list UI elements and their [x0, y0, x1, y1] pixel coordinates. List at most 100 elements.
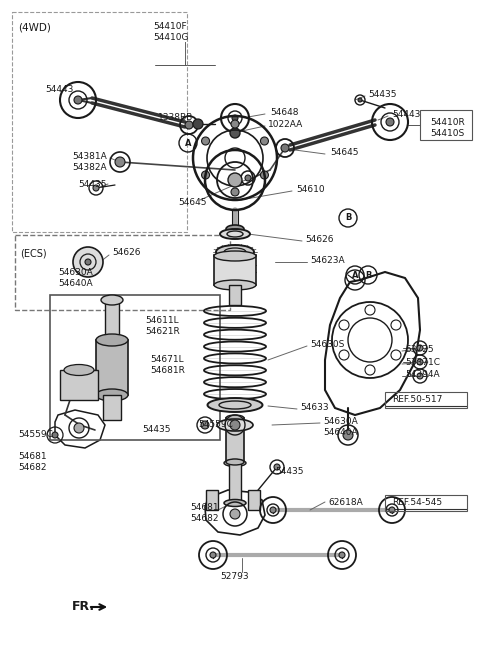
Circle shape: [74, 96, 82, 104]
Ellipse shape: [226, 225, 244, 233]
Circle shape: [93, 185, 99, 191]
Text: 54559C: 54559C: [18, 430, 53, 439]
Text: 54559C: 54559C: [198, 420, 233, 429]
Circle shape: [85, 259, 91, 265]
Bar: [105, 300, 119, 345]
Text: 54645: 54645: [178, 198, 206, 207]
Bar: [214, 255, 256, 285]
Bar: [103, 395, 121, 420]
Text: REF.50-517: REF.50-517: [392, 395, 443, 404]
Circle shape: [386, 118, 394, 126]
Ellipse shape: [96, 334, 128, 346]
Bar: [229, 463, 241, 503]
Text: 54610: 54610: [296, 185, 324, 194]
Circle shape: [74, 423, 84, 433]
Bar: [226, 418, 244, 463]
Text: 54648: 54648: [270, 108, 299, 117]
Circle shape: [230, 509, 240, 519]
Bar: [50, 295, 220, 440]
Bar: [385, 495, 467, 511]
Circle shape: [193, 119, 203, 129]
Ellipse shape: [224, 460, 246, 466]
Ellipse shape: [217, 419, 253, 431]
Circle shape: [358, 98, 362, 102]
Text: 54435: 54435: [142, 425, 170, 434]
Text: 54633: 54633: [300, 403, 329, 412]
Text: 54611L: 54611L: [145, 316, 179, 325]
Circle shape: [231, 188, 239, 196]
Text: 52793: 52793: [220, 572, 249, 581]
Text: 54640A: 54640A: [58, 279, 93, 288]
Circle shape: [115, 157, 125, 167]
Text: 54630A: 54630A: [58, 268, 93, 277]
Text: (4WD): (4WD): [18, 22, 51, 32]
Text: 54630A: 54630A: [323, 417, 358, 426]
Text: 54682: 54682: [18, 463, 47, 472]
Text: 54435: 54435: [368, 90, 396, 99]
Circle shape: [261, 137, 268, 145]
Bar: [96, 340, 128, 395]
Text: 1022AA: 1022AA: [268, 120, 303, 129]
Ellipse shape: [207, 398, 263, 412]
Text: 54381A: 54381A: [72, 152, 107, 161]
Circle shape: [270, 507, 276, 513]
Ellipse shape: [96, 389, 128, 401]
Circle shape: [228, 173, 242, 187]
Circle shape: [274, 464, 280, 470]
Text: 54640A: 54640A: [323, 428, 358, 437]
Text: 54626: 54626: [305, 235, 334, 244]
Text: 54671L: 54671L: [150, 355, 184, 364]
Bar: [60, 370, 98, 400]
Circle shape: [232, 115, 238, 121]
Text: 54682: 54682: [190, 514, 218, 523]
Circle shape: [52, 432, 58, 438]
Text: B: B: [365, 271, 371, 280]
Circle shape: [230, 128, 240, 138]
Text: 54394A: 54394A: [405, 370, 440, 379]
Text: 54443: 54443: [45, 85, 73, 94]
Text: 54410R: 54410R: [430, 118, 465, 127]
Text: A: A: [352, 271, 358, 280]
Circle shape: [343, 430, 353, 440]
Text: 54435: 54435: [78, 180, 107, 189]
Bar: [248, 490, 260, 510]
Circle shape: [245, 175, 251, 181]
Text: 1338BB: 1338BB: [158, 113, 193, 122]
Text: 54681: 54681: [18, 452, 47, 461]
Ellipse shape: [226, 415, 244, 421]
Text: 54630S: 54630S: [310, 340, 344, 349]
Text: 54435: 54435: [275, 467, 303, 476]
Text: 54410S: 54410S: [430, 129, 464, 138]
Text: 54626: 54626: [112, 248, 141, 257]
Circle shape: [417, 359, 423, 365]
Circle shape: [202, 171, 210, 179]
Text: 54645: 54645: [330, 148, 359, 157]
Text: B: B: [345, 213, 351, 222]
Text: 53371C: 53371C: [405, 358, 440, 367]
Circle shape: [417, 345, 423, 351]
Text: 54443: 54443: [392, 110, 420, 119]
Ellipse shape: [220, 229, 250, 239]
Circle shape: [185, 121, 193, 129]
Text: 54681: 54681: [190, 503, 218, 512]
Text: (ECS): (ECS): [20, 248, 47, 258]
Ellipse shape: [214, 280, 256, 290]
Ellipse shape: [214, 251, 256, 261]
Bar: [229, 285, 241, 305]
Circle shape: [230, 420, 240, 430]
Circle shape: [210, 552, 216, 558]
Circle shape: [201, 421, 209, 429]
Circle shape: [73, 247, 103, 277]
Circle shape: [389, 507, 395, 513]
Circle shape: [281, 144, 289, 152]
Ellipse shape: [101, 295, 123, 305]
Text: A: A: [185, 138, 191, 147]
Text: 54410G: 54410G: [153, 33, 189, 42]
Text: 54382A: 54382A: [72, 163, 107, 172]
Circle shape: [231, 120, 239, 128]
Circle shape: [339, 552, 345, 558]
Text: 54410F: 54410F: [153, 22, 187, 31]
Bar: [15, 235, 230, 310]
Text: REF.54-545: REF.54-545: [392, 498, 442, 507]
Text: 54681R: 54681R: [150, 366, 185, 375]
